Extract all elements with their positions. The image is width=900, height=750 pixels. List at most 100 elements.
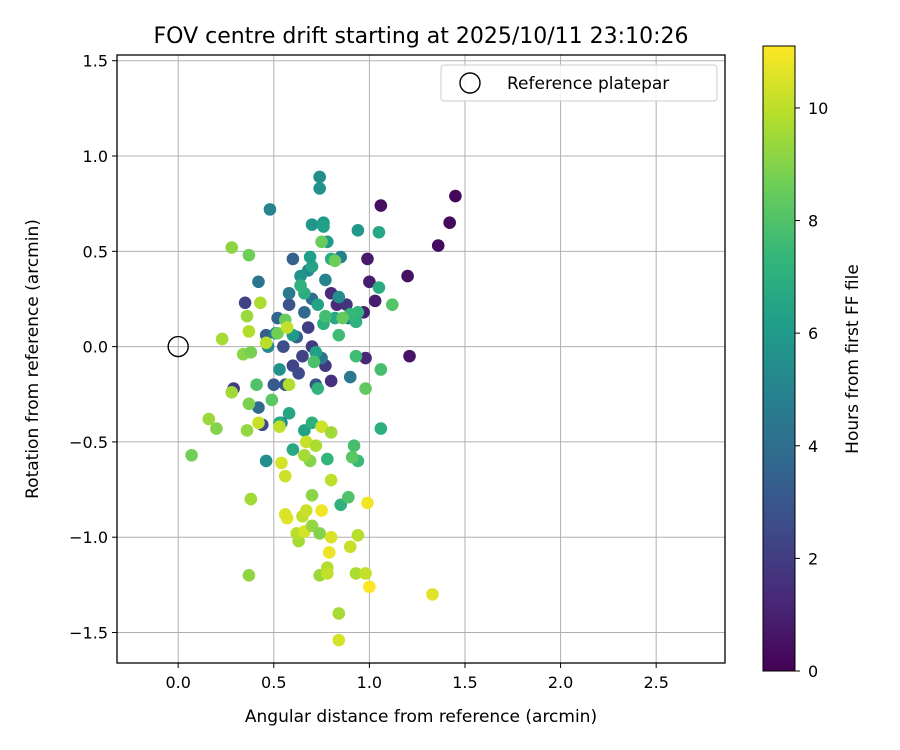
data-point [309, 439, 323, 453]
data-point [280, 321, 294, 334]
data-point [374, 363, 388, 376]
colorbar-tick-label: 10 [808, 99, 828, 118]
colorbar-tick-label: 8 [808, 212, 818, 231]
data-point [244, 492, 258, 506]
x-axis-ticks: 0.0 0.5 1.0 1.5 2.0 2.5 [165, 663, 669, 692]
data-point [267, 378, 281, 392]
data-point [244, 346, 258, 359]
data-point [282, 298, 296, 311]
data-point [298, 424, 311, 437]
data-point [286, 443, 300, 456]
data-point [403, 349, 416, 363]
grid [117, 55, 725, 663]
data-point [386, 298, 399, 311]
data-point [317, 220, 330, 233]
x-tick-label: 1.0 [357, 673, 382, 692]
data-point [313, 182, 326, 195]
data-point [271, 326, 284, 340]
data-point [342, 490, 355, 504]
data-point [324, 374, 338, 388]
data-point [328, 254, 342, 268]
chart-title: FOV centre drift starting at 2025/10/11 … [154, 24, 689, 49]
data-point [292, 366, 305, 380]
y-tick-label: 0.5 [83, 242, 108, 261]
data-point [368, 294, 382, 308]
data-point [265, 393, 279, 407]
data-point [242, 248, 256, 262]
data-point [313, 527, 326, 540]
data-point [307, 355, 321, 369]
data-point [426, 588, 439, 601]
data-point [336, 311, 349, 325]
data-point [299, 435, 313, 449]
data-point [345, 450, 359, 464]
data-point [324, 473, 338, 487]
data-point [349, 349, 363, 363]
data-point [305, 416, 319, 430]
data-point [322, 546, 336, 559]
data-point [315, 504, 328, 517]
data-point [259, 454, 273, 468]
data-point [282, 378, 296, 392]
data-point [347, 439, 361, 453]
data-point [305, 488, 319, 502]
data-point [343, 540, 357, 554]
data-point [313, 170, 326, 184]
data-point [298, 306, 311, 319]
data-point [363, 580, 376, 594]
data-point [273, 363, 286, 376]
data-point [372, 225, 386, 239]
data-point [282, 286, 296, 300]
data-point [286, 252, 300, 266]
data-point [309, 346, 323, 359]
x-tick-label: 0.0 [165, 673, 190, 692]
data-point [242, 325, 256, 338]
legend-marker [459, 72, 481, 94]
data-point [259, 336, 273, 350]
data-point [254, 296, 267, 310]
data-point [215, 332, 229, 346]
data-point [311, 298, 325, 311]
data-point [359, 382, 372, 395]
reference-platepar-point [167, 335, 189, 358]
data-point [324, 426, 338, 439]
colorbar: 0 2 4 6 8 10 Hours from first FF file [762, 45, 863, 681]
data-point [359, 351, 372, 365]
data-point [294, 279, 307, 292]
data-point [242, 569, 256, 582]
data-point [315, 235, 328, 249]
data-point [374, 422, 388, 435]
data-point [242, 397, 256, 411]
data-point [210, 422, 223, 435]
data-point [449, 189, 462, 203]
data-point [225, 241, 239, 254]
data-point [340, 298, 353, 311]
data-point [202, 412, 216, 426]
data-point [321, 567, 334, 580]
x-tick-label: 2.5 [643, 673, 668, 692]
data-point [319, 309, 332, 323]
data-point [443, 216, 456, 230]
data-point [305, 519, 319, 533]
legend: Reference platepar [440, 64, 718, 102]
data-point [277, 340, 290, 353]
x-tick-label: 2.0 [548, 673, 573, 692]
data-point [185, 448, 198, 462]
data-point [296, 349, 309, 363]
x-tick-label: 1.5 [452, 673, 477, 692]
data-point [250, 378, 263, 392]
y-axis-ticks: −1.5 −1.0 −0.5 0.0 0.5 1.0 1.5 [69, 52, 117, 643]
data-point [334, 498, 347, 512]
data-point [301, 321, 315, 334]
plot-frame [116, 54, 726, 664]
colorbar-ticks: 0 2 4 6 8 10 [795, 99, 828, 681]
data-point [273, 420, 286, 433]
data-point [332, 290, 346, 304]
data-point [359, 567, 372, 580]
data-point [305, 260, 319, 273]
data-point [361, 496, 374, 510]
colorbar-gradient [762, 45, 796, 672]
data-point [401, 269, 414, 283]
data-point [238, 296, 252, 310]
